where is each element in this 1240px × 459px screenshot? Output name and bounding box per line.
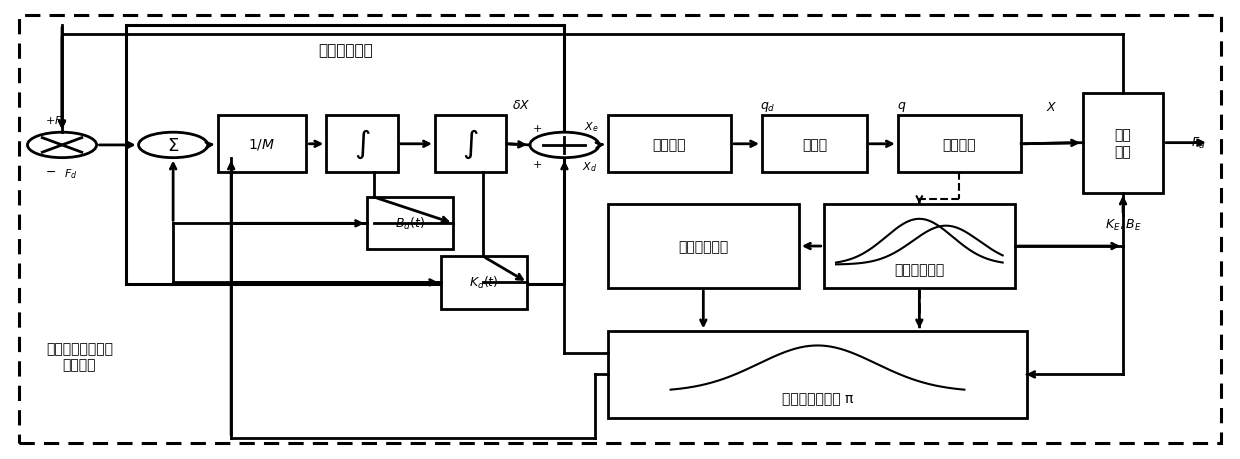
Text: 正运动学: 正运动学 — [942, 138, 976, 151]
Circle shape — [139, 133, 207, 158]
FancyBboxPatch shape — [19, 17, 1221, 442]
Text: $\int$: $\int$ — [463, 128, 479, 161]
Text: $\Sigma$: $\Sigma$ — [167, 137, 180, 155]
Text: $+$: $+$ — [532, 123, 542, 134]
Text: $K_d(t)$: $K_d(t)$ — [470, 275, 498, 291]
FancyBboxPatch shape — [441, 257, 527, 309]
Text: 逆运动学: 逆运动学 — [652, 138, 686, 151]
Text: $X_d$: $X_d$ — [582, 160, 596, 174]
Text: $q_d$: $q_d$ — [760, 100, 776, 114]
Text: $-$: $-$ — [45, 165, 56, 178]
FancyBboxPatch shape — [326, 116, 398, 173]
Text: $1/M$: $1/M$ — [248, 137, 275, 152]
Text: 力传
感器: 力传 感器 — [1115, 128, 1131, 158]
FancyBboxPatch shape — [126, 25, 564, 284]
FancyBboxPatch shape — [435, 116, 506, 173]
Text: 策略学习算法: 策略学习算法 — [678, 240, 728, 253]
FancyBboxPatch shape — [1083, 94, 1163, 193]
FancyBboxPatch shape — [823, 205, 1016, 288]
FancyBboxPatch shape — [608, 331, 1028, 418]
Circle shape — [27, 133, 97, 158]
FancyBboxPatch shape — [367, 198, 454, 250]
FancyBboxPatch shape — [898, 116, 1022, 173]
Text: 机器人: 机器人 — [802, 138, 827, 151]
FancyBboxPatch shape — [608, 116, 732, 173]
Text: $q$: $q$ — [897, 100, 906, 114]
Text: 高效的学习变阵抗
控制方法: 高效的学习变阵抗 控制方法 — [46, 341, 113, 371]
FancyBboxPatch shape — [608, 205, 799, 288]
Text: $F_a$: $F_a$ — [1190, 136, 1205, 151]
Text: $K_E, B_E$: $K_E, B_E$ — [1105, 218, 1141, 233]
Circle shape — [529, 133, 599, 158]
Text: $\delta X$: $\delta X$ — [512, 98, 531, 111]
Text: 高斯过程模型: 高斯过程模型 — [894, 263, 945, 277]
Text: $+F_e$: $+F_e$ — [45, 114, 67, 128]
Text: 变阵抗控制器: 变阵抗控制器 — [317, 43, 373, 58]
Text: $X_e$: $X_e$ — [584, 120, 599, 134]
Text: $\int$: $\int$ — [353, 128, 371, 161]
FancyBboxPatch shape — [761, 116, 867, 173]
Text: $X$: $X$ — [1047, 101, 1058, 113]
Text: $F_d$: $F_d$ — [64, 167, 78, 180]
Text: 变阵抗控制策略 π: 变阵抗控制策略 π — [782, 392, 853, 406]
FancyBboxPatch shape — [217, 116, 306, 173]
Text: $B_d(t)$: $B_d(t)$ — [396, 216, 425, 232]
Text: $+$: $+$ — [532, 158, 542, 169]
